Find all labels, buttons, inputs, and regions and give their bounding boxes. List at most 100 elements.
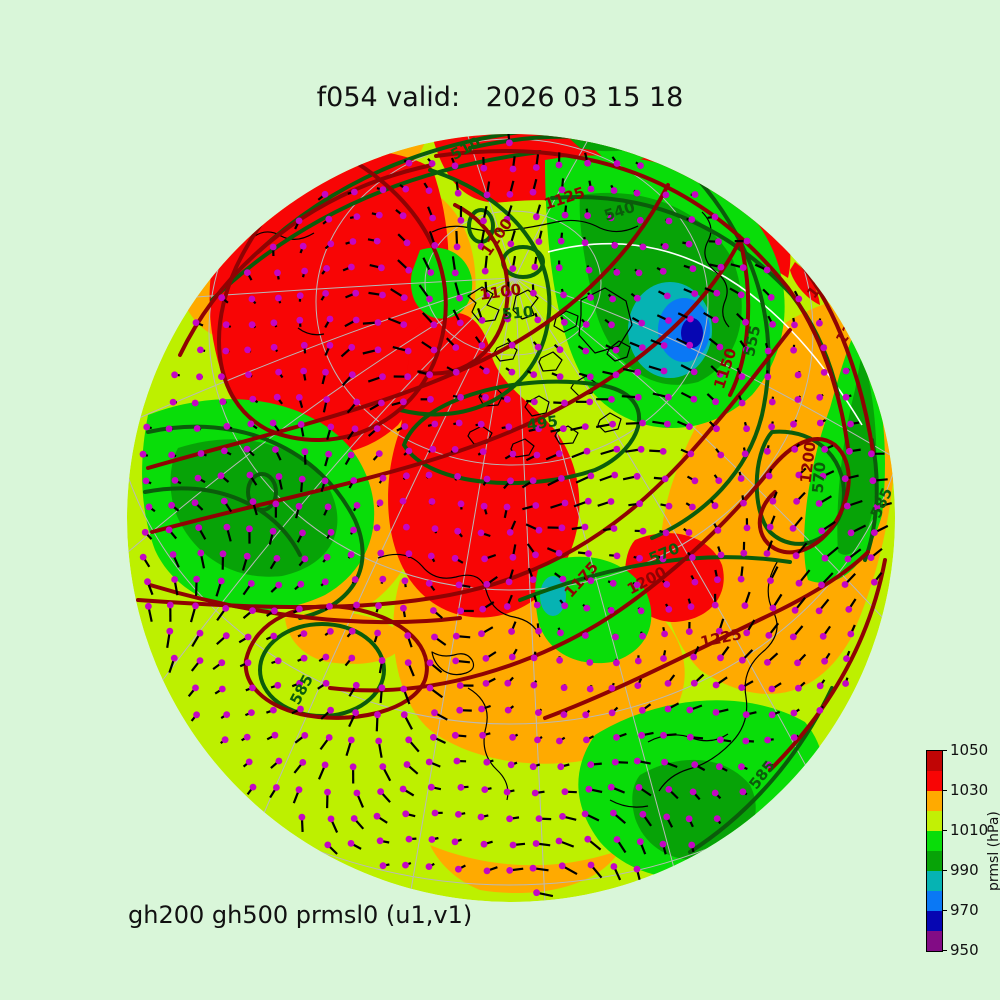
wind-vector: [530, 680, 538, 689]
wind-vector: [583, 735, 595, 744]
wind-vector: [628, 500, 643, 508]
wind-vector: [404, 632, 413, 648]
wind-vector: [272, 500, 280, 518]
wind-vector: [139, 553, 151, 568]
wind-vector: [818, 572, 834, 589]
wind-vector: [790, 344, 797, 354]
graticule: [127, 134, 895, 902]
wind-vector: [575, 398, 594, 406]
wind-vector: [613, 732, 627, 741]
wind-vector: [741, 591, 751, 609]
wind-vector: [428, 445, 437, 453]
colorbar-segment: [927, 931, 942, 951]
wind-vector: [792, 542, 808, 560]
colorbar-tick-label: 1030: [950, 781, 989, 799]
wind-vector: [842, 367, 850, 375]
wind-vector: [298, 475, 306, 492]
wind-vector: [187, 684, 199, 697]
wind-vector: [239, 659, 252, 668]
wind-vector: [603, 525, 618, 532]
wind-vector: [584, 208, 591, 220]
wind-vector: [530, 651, 538, 662]
wind-vector: [729, 287, 745, 299]
wind-vector: [346, 627, 356, 638]
wind-vector: [457, 784, 469, 791]
wind-vector: [819, 625, 832, 640]
wind-vector: [399, 497, 407, 505]
wind-vector: [451, 554, 464, 564]
wind-vector: [324, 841, 338, 855]
wind-vector: [165, 425, 174, 433]
wind-vector: [349, 213, 361, 221]
wind-vector: [559, 599, 569, 610]
wind-vector: [483, 181, 491, 199]
wind-vector: [222, 347, 230, 355]
wind-vector: [532, 341, 542, 351]
wind-vector: [820, 344, 828, 352]
wind-vector: [395, 209, 407, 220]
wind-vector: [557, 627, 564, 637]
wind-vector: [197, 450, 207, 457]
wind-vector: [266, 731, 279, 741]
wind-vector: [297, 421, 305, 437]
wind-vector: [560, 683, 568, 692]
wind-vector: [820, 369, 828, 376]
wind-vector: [426, 659, 443, 674]
wind-vector: [608, 682, 616, 692]
wind-vector: [482, 475, 491, 486]
wind-vector: [661, 626, 668, 638]
wind-vector: [348, 477, 358, 489]
wind-vector: [220, 711, 231, 720]
wind-vector: [212, 659, 226, 670]
wind-vector: [557, 232, 565, 245]
wind-vector: [633, 554, 643, 562]
wind-vector: [454, 181, 462, 197]
wind-vector: [275, 368, 284, 379]
wind-vector: [713, 523, 722, 534]
wind-vector: [396, 423, 409, 432]
wind-vector: [295, 394, 304, 408]
wind-vector: [450, 157, 459, 170]
wind-vector: [743, 421, 750, 433]
wind-vector: [369, 399, 385, 411]
wind-vector: [362, 346, 382, 355]
wind-vector: [430, 733, 446, 744]
wind-vector: [324, 315, 334, 328]
wind-vector: [169, 398, 178, 406]
wind-vector: [508, 648, 518, 661]
wind-vector: [683, 527, 693, 536]
wind-vector: [768, 421, 775, 431]
wind-vector: [320, 706, 334, 720]
wind-vector: [506, 815, 520, 823]
wind-vector: [636, 838, 647, 855]
colorbar-segment: [927, 911, 942, 931]
wind-vector: [625, 419, 646, 427]
colorbar-segment: [927, 751, 942, 771]
wind-vector: [221, 447, 232, 456]
wind-vector: [625, 445, 645, 453]
wind-vector: [503, 503, 511, 519]
wind-vector: [534, 312, 542, 324]
wind-vector: [405, 835, 417, 843]
wind-vector: [557, 763, 570, 771]
wind-vector: [270, 681, 282, 689]
wind-vector: [587, 180, 595, 193]
wind-vector: [789, 625, 804, 641]
wind-vector: [547, 475, 565, 487]
wind-vector: [575, 472, 595, 484]
wind-vector: [169, 551, 180, 568]
wind-vector: [844, 548, 862, 563]
wind-vector: [707, 213, 719, 221]
wind-vector: [373, 524, 381, 532]
wind-vector: [739, 340, 750, 353]
wind-vector: [368, 291, 386, 299]
wind-vector: [479, 731, 491, 739]
wind-vector: [477, 448, 487, 456]
wind-vector: [706, 393, 719, 406]
wind-vector: [348, 709, 359, 728]
wind-vector: [712, 708, 729, 716]
wind-vector: [704, 287, 721, 297]
wind-vector: [478, 626, 494, 638]
wind-vector: [379, 763, 392, 782]
wind-vector: [346, 398, 361, 414]
